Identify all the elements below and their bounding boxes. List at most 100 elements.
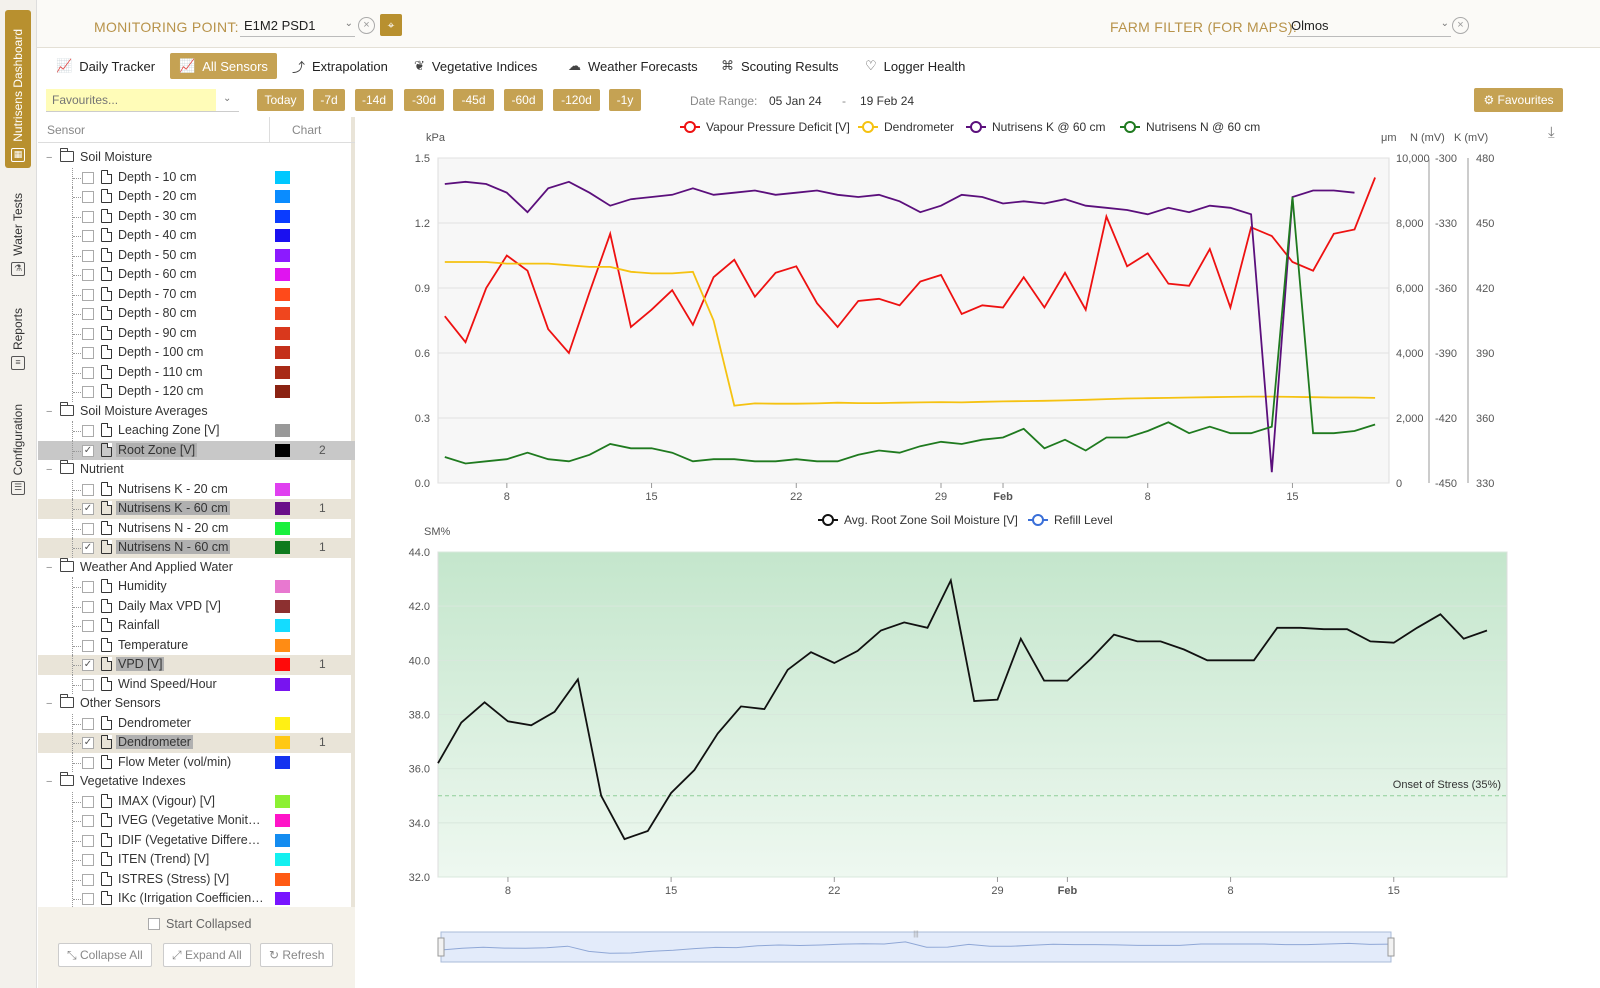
range-button-30d[interactable]: -30d (404, 89, 444, 111)
chart-number[interactable]: 1 (319, 657, 326, 671)
monitoring-point-select[interactable]: E1M2 PSD1 ⌄ (240, 15, 355, 37)
chart-number[interactable]: 1 (319, 735, 326, 749)
sensor-group[interactable]: − Soil Moisture (38, 148, 355, 168)
sensor-row[interactable]: Depth - 110 cm (38, 362, 355, 382)
sensor-group[interactable]: − Vegetative Indexes (38, 772, 355, 792)
chart-number[interactable]: 2 (319, 442, 326, 457)
chart-number[interactable]: 1 (319, 501, 326, 515)
sensor-row[interactable]: Depth - 100 cm (38, 343, 355, 363)
sensor-row[interactable]: Depth - 70 cm (38, 284, 355, 304)
color-swatch[interactable] (275, 307, 290, 320)
sensor-row[interactable]: ISTRES (Stress) [V] (38, 869, 355, 889)
sensor-checkbox[interactable]: ✓ (82, 503, 94, 515)
favourites-input[interactable] (46, 89, 216, 111)
sensor-checkbox[interactable] (82, 639, 94, 652)
sensor-checkbox[interactable] (82, 581, 94, 593)
sensor-checkbox[interactable]: ✓ (82, 659, 94, 671)
sensor-row[interactable]: Dendrometer (38, 713, 355, 733)
sensor-row[interactable]: Depth - 120 cm (38, 382, 355, 402)
sensor-row[interactable]: ✓ Root Zone [V] 2 (38, 440, 355, 460)
sensor-checkbox[interactable] (82, 288, 94, 301)
sensor-checkbox[interactable] (82, 815, 94, 827)
sensor-row[interactable]: Daily Max VPD [V] (38, 596, 355, 616)
sensor-group[interactable]: − Nutrient (38, 460, 355, 480)
collapse-toggle-icon[interactable]: − (46, 698, 53, 710)
sensor-checkbox[interactable] (82, 678, 94, 691)
sensor-checkbox[interactable] (82, 756, 94, 769)
color-swatch[interactable] (275, 638, 290, 652)
sensor-row[interactable]: Flow Meter (vol/min) (38, 752, 355, 772)
sensor-checkbox[interactable] (82, 600, 94, 613)
sensor-group[interactable]: − Other Sensors (38, 694, 355, 714)
collapse-toggle-icon[interactable]: − (46, 152, 53, 164)
sensor-row[interactable]: ✓ Nutrisens K - 60 cm 1 (38, 499, 355, 519)
color-swatch[interactable] (275, 229, 290, 242)
color-swatch[interactable] (275, 833, 290, 847)
sensor-row[interactable]: Humidity (38, 577, 355, 597)
collapse-toggle-icon[interactable]: − (46, 405, 53, 418)
sensor-checkbox[interactable]: ✓ (82, 542, 94, 554)
sensor-checkbox[interactable] (82, 269, 94, 281)
color-swatch[interactable] (275, 248, 290, 262)
sensor-row[interactable]: Depth - 30 cm (38, 206, 355, 226)
sensor-checkbox[interactable] (82, 191, 94, 203)
farm-filter-select[interactable]: Olmos ⌄ (1287, 15, 1451, 37)
sensor-checkbox[interactable]: ✓ (82, 737, 94, 749)
color-swatch[interactable] (275, 541, 290, 554)
refresh-button[interactable]: ↻ Refresh (260, 943, 334, 967)
sensor-row[interactable]: Depth - 20 cm (38, 187, 355, 207)
sensor-row[interactable]: Rainfall (38, 616, 355, 636)
sidenav-item-nutrisens-dashboard[interactable]: Nutrisens Dashboard ▦ (5, 10, 31, 168)
tab-weather-forecasts[interactable]: ☁ Weather Forecasts (559, 53, 707, 79)
sensor-checkbox[interactable] (82, 347, 94, 359)
expand-all-button[interactable]: ⤢ Expand All (163, 943, 251, 967)
sensor-checkbox[interactable] (82, 230, 94, 242)
start-collapsed-checkbox[interactable] (148, 918, 160, 930)
map-pin-button[interactable]: ⌖ (380, 14, 402, 36)
color-swatch[interactable] (275, 892, 290, 905)
color-swatch[interactable] (275, 658, 290, 671)
sensor-row[interactable]: Depth - 60 cm (38, 265, 355, 285)
color-swatch[interactable] (275, 599, 290, 613)
sensor-row[interactable]: IKc (Irrigation Coefficient) [V] (38, 889, 355, 907)
range-button-today[interactable]: Today (257, 89, 304, 111)
sensor-row[interactable]: Depth - 50 cm (38, 245, 355, 265)
tab-all-sensors[interactable]: 📈 All Sensors (170, 53, 277, 79)
sensor-row[interactable]: Depth - 90 cm (38, 323, 355, 343)
color-swatch[interactable] (275, 365, 290, 379)
sensor-row[interactable]: Depth - 80 cm (38, 304, 355, 324)
sensor-checkbox[interactable] (82, 425, 94, 437)
date-to[interactable]: 19 Feb 24 (860, 94, 915, 108)
color-swatch[interactable] (275, 716, 290, 730)
sensor-row[interactable]: ✓ VPD [V] 1 (38, 655, 355, 675)
sensor-checkbox[interactable] (82, 386, 94, 398)
range-button-120d[interactable]: -120d (553, 89, 600, 111)
sensor-checkbox[interactable] (82, 620, 94, 632)
sensor-checkbox[interactable] (82, 854, 94, 866)
color-swatch[interactable] (275, 268, 290, 281)
collapse-toggle-icon[interactable]: − (46, 464, 53, 476)
range-button-1y[interactable]: -1y (609, 89, 641, 111)
sensor-checkbox[interactable] (82, 249, 94, 262)
range-button-45d[interactable]: -45d (453, 89, 494, 111)
color-swatch[interactable] (275, 872, 290, 886)
tab-scouting-results[interactable]: ⌘ Scouting Results (712, 53, 848, 79)
tab-vegetative-indices[interactable]: ❦ Vegetative Indices (405, 53, 546, 79)
color-swatch[interactable] (275, 853, 290, 866)
sensor-row[interactable]: Depth - 40 cm (38, 226, 355, 246)
sensor-checkbox[interactable] (82, 795, 94, 808)
color-swatch[interactable] (275, 190, 290, 203)
sidenav-item-configuration[interactable]: Configuration ☰ (5, 395, 31, 495)
sensor-checkbox[interactable] (82, 834, 94, 847)
tab-logger-health[interactable]: ♡ Logger Health (856, 53, 974, 79)
sidenav-item-water-tests[interactable]: Water Tests ⚗ (5, 186, 31, 276)
color-swatch[interactable] (275, 619, 290, 632)
tab-daily-tracker[interactable]: 📈 Daily Tracker (47, 53, 164, 79)
color-swatch[interactable] (275, 502, 290, 515)
sensor-checkbox[interactable] (82, 308, 94, 320)
sensor-row[interactable]: IVEG (Vegetative Monitoring) [V] (38, 811, 355, 831)
clear-farm-filter-icon[interactable]: × (1452, 17, 1469, 34)
sensor-row[interactable]: IMAX (Vigour) [V] (38, 791, 355, 811)
color-swatch[interactable] (275, 287, 290, 301)
color-swatch[interactable] (275, 443, 290, 457)
